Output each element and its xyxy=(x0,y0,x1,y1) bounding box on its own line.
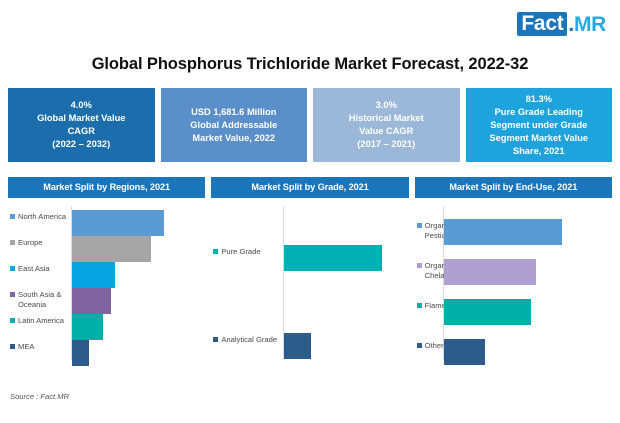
legend-label: Analytical Grade xyxy=(221,335,278,344)
charts-row: Market Split by Regions, 2021 North Ameri… xyxy=(8,177,612,366)
kpi-label-line: Value CAGR xyxy=(359,126,414,136)
bar xyxy=(443,259,536,285)
kpi-label-line: Global Market Value xyxy=(37,113,126,123)
kpi-value: 3.0% xyxy=(375,100,397,110)
bar xyxy=(443,299,531,325)
bar xyxy=(443,219,562,245)
legend-item: Analytical Grade xyxy=(213,335,279,345)
kpi-label-line: (2017 – 2021) xyxy=(357,139,416,149)
bar xyxy=(72,236,151,262)
kpi-value: 81.3% xyxy=(525,93,552,104)
kpi-label-line: Pure Grade Leading xyxy=(494,106,583,117)
legend-swatch-icon xyxy=(416,303,422,308)
chart-plot-area: Pure Grade Analytical Grade xyxy=(211,206,408,362)
legend-swatch-icon xyxy=(10,344,15,349)
bar xyxy=(72,314,103,340)
chart-plot-area: Organophosphorous PesticideOrganophospho… xyxy=(415,206,612,365)
legend-item: Europe xyxy=(10,238,68,248)
legend-swatch-icon xyxy=(213,337,219,342)
chart-panel-3: Market Split by End-Use, 2021 Organophosp… xyxy=(414,177,612,365)
kpi-value: 4.0% xyxy=(70,100,92,110)
brand-logo: Fact . MR xyxy=(517,12,606,36)
kpi-label-line: Global Addressable xyxy=(190,119,278,130)
legend-label: South Asia & Oceania xyxy=(18,290,62,309)
kpi-value: USD 1,681.6 Million xyxy=(191,106,277,117)
legend-item: MEA xyxy=(10,342,68,352)
kpi-label-line: Segment under Grade xyxy=(490,119,588,130)
bar xyxy=(284,245,383,271)
legend-label: North America xyxy=(18,212,67,221)
bar xyxy=(72,288,111,314)
page-title: Global Phosphorus Trichloride Market For… xyxy=(91,55,529,73)
legend-item: East Asia xyxy=(10,264,68,274)
chart-panel-2: Market Split by Grade, 2021 Pure Grade Ana… xyxy=(211,177,409,362)
legend-item: South Asia & Oceania xyxy=(10,290,68,309)
kpi-card-2: USD 1,681.6 Million Global Addressable Mar… xyxy=(160,88,307,162)
kpi-label-line: Share, 2021 xyxy=(512,145,565,156)
legend-swatch-icon xyxy=(213,249,219,254)
legend-item: North America xyxy=(10,212,68,222)
chart-panel-1: Market Split by Regions, 2021 North Ameri… xyxy=(8,177,206,366)
legend-swatch-icon xyxy=(10,214,15,219)
kpi-label-line: Segment Market Value xyxy=(489,132,589,143)
bar xyxy=(72,210,164,236)
chart-plot-area: North America Europe East Asia South Asia &… xyxy=(8,206,205,366)
legend-label: MEA xyxy=(18,342,35,351)
kpi-label-line: Historical Market xyxy=(348,113,424,123)
kpi-label-line: CAGR xyxy=(67,126,95,136)
value-axis-line xyxy=(283,206,285,360)
chart-title: Market Split by Grade, 2021 xyxy=(211,177,409,198)
legend-swatch-icon xyxy=(10,292,15,297)
legend-label: Pure Grade xyxy=(221,247,261,256)
legend-item: Latin America xyxy=(10,316,68,326)
chart-title: Market Split by End-Use, 2021 xyxy=(414,177,612,198)
legend-swatch-icon xyxy=(416,263,422,268)
legend-swatch-icon xyxy=(10,318,15,323)
logo-dot: . xyxy=(568,12,574,36)
kpi-card-3: 3.0% Historical Market Value CAGR (2017 – 2… xyxy=(313,88,460,162)
legend-label: Latin America xyxy=(18,316,65,325)
chart-title: Market Split by Regions, 2021 xyxy=(8,177,206,198)
legend-swatch-icon xyxy=(10,266,15,271)
bar xyxy=(72,262,115,288)
logo-fact-text: Fact xyxy=(517,12,568,36)
value-axis-line xyxy=(71,206,72,360)
kpi-label-line: (2022 – 2032) xyxy=(52,139,111,149)
legend-swatch-icon xyxy=(416,343,422,348)
legend-item: Pure Grade xyxy=(213,247,279,257)
bar xyxy=(443,339,485,365)
kpi-card-4: 81.3% Pure Grade Leading Segment under Gra… xyxy=(465,88,612,162)
bar xyxy=(284,333,312,359)
legend-swatch-icon xyxy=(416,223,422,228)
legend-label: East Asia xyxy=(18,264,50,273)
legend-label: Europe xyxy=(18,238,43,247)
bar xyxy=(72,340,89,366)
kpi-card-1: 4.0% Global Market Value CAGR (2022 – 2032) xyxy=(8,88,155,162)
source-note: Source : Fact.MR xyxy=(10,392,70,401)
kpi-label-line: Market Value, 2022 xyxy=(192,132,276,143)
value-axis-line xyxy=(442,206,444,360)
legend-swatch-icon xyxy=(10,240,15,245)
logo-mr-text: MR xyxy=(573,12,606,36)
kpi-row: 4.0% Global Market Value CAGR (2022 – 2032)… xyxy=(8,88,612,162)
